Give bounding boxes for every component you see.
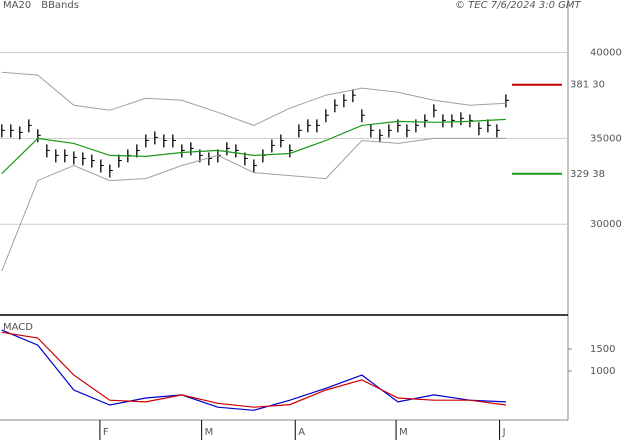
x-tick-label: A [298, 427, 305, 438]
x-tick-label: M [399, 427, 408, 438]
source: © TEC 7/6/2024 3:0 GMT [455, 0, 582, 11]
x-tick-label: F [103, 427, 109, 438]
ma-line [1, 118, 506, 175]
band-line [1, 137, 506, 272]
macd-line [1, 329, 506, 411]
y-tick-label: 35000 [590, 133, 622, 144]
legend-label: BBands [41, 0, 79, 11]
band-line [1, 71, 506, 126]
level-label: 329 38 [570, 169, 605, 180]
y-tick-label: 40000 [590, 48, 622, 59]
level-label: 381 30 [570, 80, 605, 91]
y-tick-label: 1000 [590, 366, 615, 377]
legend-label: MA20 [3, 0, 31, 11]
y-tick-label: 30000 [590, 219, 622, 230]
x-tick-label: J [502, 427, 506, 438]
x-tick-label: M [205, 427, 214, 438]
macd-line [1, 331, 506, 408]
y-tick-label: 1500 [590, 344, 615, 355]
panel-title: MACD [3, 322, 33, 333]
